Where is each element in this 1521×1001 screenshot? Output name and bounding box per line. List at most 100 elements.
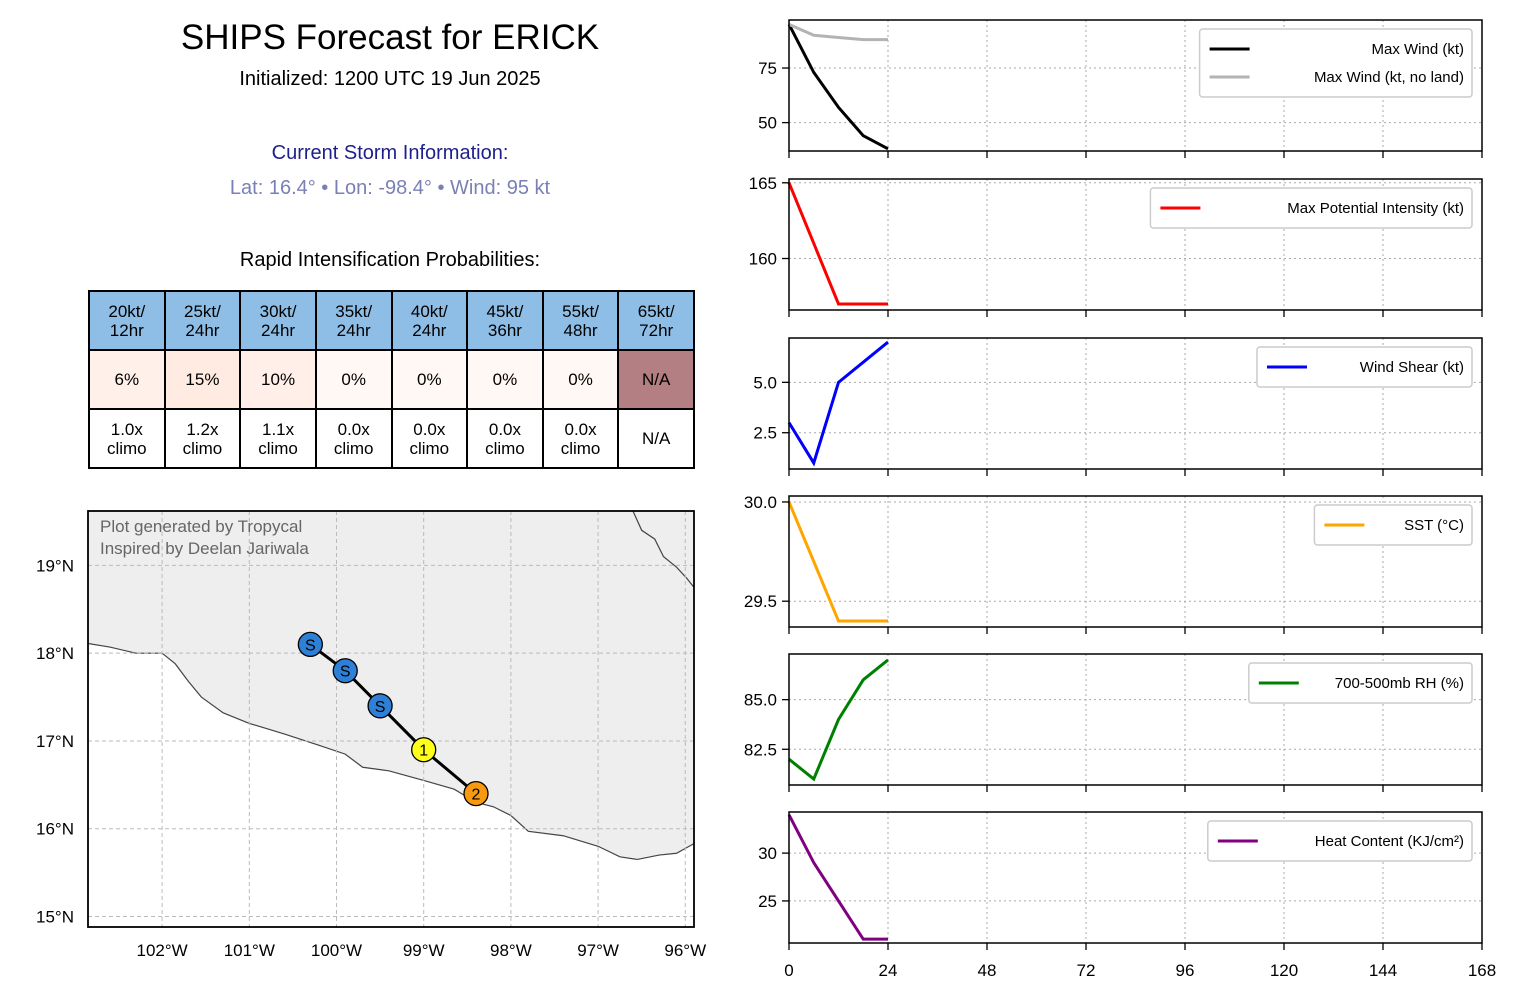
ri-climo-cell: 1.2x climo bbox=[163, 408, 242, 469]
y-tick-label: 30 bbox=[758, 844, 777, 863]
init-time: Initialized: 1200 UTC 19 Jun 2025 bbox=[239, 68, 541, 90]
x-tick-label: 96 bbox=[1176, 961, 1195, 980]
ri-climo-cell: 1.0x climo bbox=[88, 408, 166, 469]
ri-cell-text: 40kt/ bbox=[410, 301, 448, 321]
ri-cell-text: 48hr bbox=[563, 320, 598, 340]
ri-climo-cell: 0.0x climo bbox=[541, 408, 620, 469]
ri-cell-text: climo bbox=[485, 438, 525, 458]
ri-cell-text: 1.0x bbox=[110, 419, 143, 439]
ri-cell-text: 45kt/ bbox=[486, 301, 524, 321]
ri-cell-text: 15% bbox=[185, 370, 220, 389]
ri-cell-text: climo bbox=[258, 438, 298, 458]
ri-cell-text: 30kt/ bbox=[259, 301, 297, 321]
map-lon-label: 96°W bbox=[664, 941, 706, 960]
ri-prob-cell: 15% bbox=[163, 349, 242, 410]
ri-cell-text: N/A bbox=[642, 370, 671, 389]
map-lon-label: 98°W bbox=[490, 941, 532, 960]
ri-cell-text: 36hr bbox=[487, 320, 522, 340]
legend-box bbox=[1149, 187, 1473, 229]
x-tick-label: 120 bbox=[1270, 961, 1298, 980]
ri-climo-cell: 0.0x climo bbox=[390, 408, 469, 469]
y-tick-label: 30.0 bbox=[744, 493, 777, 512]
ri-cell-text: 72hr bbox=[639, 320, 674, 340]
panel-5: 82.5 85.0 700-500mb RH (%) bbox=[744, 653, 1483, 792]
ri-prob-cell: 0% bbox=[314, 349, 393, 410]
track-point bbox=[332, 658, 358, 684]
credit-tropycal: Plot generated by Tropycal bbox=[100, 517, 302, 536]
series-line bbox=[787, 182, 888, 306]
ri-cell-text: climo bbox=[560, 438, 601, 458]
y-tick-label: 50 bbox=[758, 114, 777, 133]
track-point bbox=[463, 780, 489, 807]
ri-prob-cell: 10% bbox=[239, 349, 317, 410]
map-lat-label: 15°N bbox=[36, 907, 74, 926]
ri-row: 1.0x climo 1.2x climo 1.1x climo 0.0x climo 0.0x… bbox=[88, 408, 695, 469]
ri-cell-text: 24hr bbox=[185, 320, 220, 340]
legend-label: SST (°C) bbox=[1404, 517, 1464, 534]
current-info-heading: Current Storm Information: bbox=[271, 142, 509, 164]
series-line bbox=[788, 658, 889, 782]
ri-header-cell: 40kt/24hr bbox=[390, 290, 469, 351]
track-point bbox=[411, 737, 437, 763]
ri-header-cell: 25kt/24hr bbox=[163, 290, 242, 351]
map-area: 2 1 S S S bbox=[88, 511, 694, 927]
legend-box bbox=[1248, 662, 1473, 704]
ri-cell-text: 0.0x bbox=[413, 419, 446, 439]
series-line bbox=[787, 814, 888, 941]
ri-cell-text: climo bbox=[106, 438, 147, 458]
map-lon-label: 102°W bbox=[137, 941, 188, 960]
x-tick-label: 168 bbox=[1468, 961, 1496, 980]
y-tick-label: 85.0 bbox=[744, 691, 777, 710]
ri-cell-text: 20kt/ bbox=[108, 301, 146, 321]
panel-6: 25 30 0 24 48 72 96 120 144 168 Heat Content (KJ/c… bbox=[758, 811, 1496, 980]
y-tick-label: 2.5 bbox=[753, 424, 777, 443]
ri-row: 20kt/12hr 25kt/24hr 30kt/24hr 35kt/24hr 40kt… bbox=[88, 290, 695, 351]
ri-cell-text: 55kt/ bbox=[562, 301, 599, 321]
ri-cell-text: 1.1x bbox=[261, 419, 295, 439]
legend-box bbox=[1313, 504, 1473, 546]
map-lon-label: 100°W bbox=[311, 941, 362, 960]
ri-header-cell: 35kt/24hr bbox=[314, 290, 393, 351]
ri-cell-text: 0% bbox=[341, 370, 366, 389]
ri-cell-text: 10% bbox=[261, 370, 296, 389]
x-tick-label: 144 bbox=[1369, 961, 1397, 980]
panel-2: 160 165 Max Potential Intensity (kt) bbox=[749, 174, 1483, 317]
ri-cell-text: N/A bbox=[642, 429, 671, 448]
legend-label: 700-500mb RH (%) bbox=[1335, 675, 1464, 692]
ri-cell-text: 0.0x bbox=[337, 419, 370, 439]
ri-cell-text: 0% bbox=[492, 370, 518, 389]
ri-cell-text: 0% bbox=[417, 370, 442, 389]
legend-box bbox=[1207, 820, 1473, 862]
ri-heading: Rapid Intensification Probabilities: bbox=[239, 249, 541, 271]
ri-header-cell: 20kt/12hr bbox=[88, 290, 166, 351]
panel-frame bbox=[788, 811, 1483, 944]
ri-header-cell: 30kt/24hr bbox=[239, 290, 317, 351]
y-tick-label: 160 bbox=[749, 250, 777, 269]
map-lat-label: 19°N bbox=[36, 556, 74, 575]
panel-4: 29.5 30.0 SST (°C) bbox=[744, 493, 1483, 634]
ri-climo-cell: N/A bbox=[617, 408, 695, 469]
legend-label: Heat Content (KJ/cm²) bbox=[1315, 833, 1464, 850]
x-tick-label: 48 bbox=[978, 961, 997, 980]
map-lat-label: 16°N bbox=[36, 820, 74, 839]
ri-climo-cell: 0.0x climo bbox=[314, 408, 393, 469]
series-line bbox=[788, 22, 888, 42]
y-tick-label: 5.0 bbox=[753, 373, 777, 392]
legend-label: Wind Shear (kt) bbox=[1360, 359, 1464, 376]
series-line bbox=[787, 501, 888, 623]
map-lon-label: 101°W bbox=[224, 941, 275, 960]
ri-cell-text: 1.2x bbox=[186, 419, 219, 439]
y-tick-label: 29.5 bbox=[744, 592, 777, 611]
legend-label: Max Wind (kt) bbox=[1371, 41, 1464, 58]
figure-title: SHIPS Forecast for ERICK bbox=[180, 18, 600, 57]
ri-cell-text: 24hr bbox=[412, 320, 447, 340]
ri-row: 6% 15% 10% 0% 0% 0% 0% N/A bbox=[88, 349, 695, 410]
legend-box bbox=[1256, 346, 1473, 388]
ri-climo-cell: 1.1x climo bbox=[239, 408, 317, 469]
legend-label: Max Wind (kt, no land) bbox=[1314, 69, 1464, 86]
ri-prob-cell: 0% bbox=[390, 349, 469, 410]
ri-cell-text: climo bbox=[333, 438, 374, 458]
map-lon-label: 99°W bbox=[403, 941, 445, 960]
track-point bbox=[297, 631, 323, 658]
